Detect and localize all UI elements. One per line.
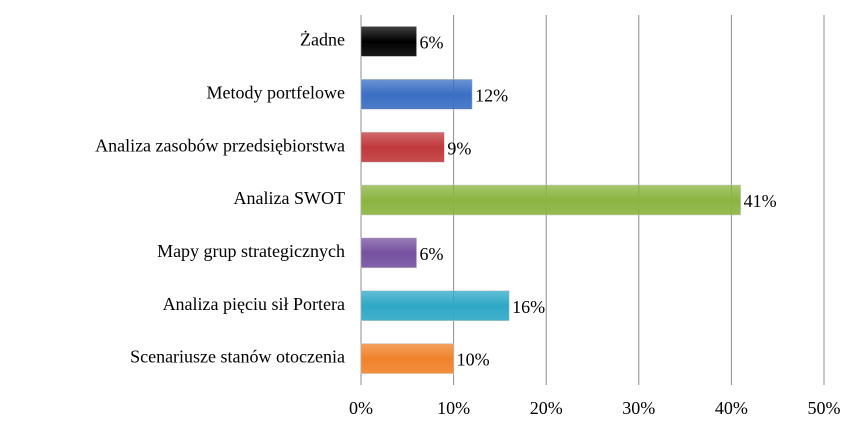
bar	[360, 26, 417, 57]
x-tick-label: 50%	[808, 398, 841, 418]
bar	[360, 131, 445, 163]
data-label: 6%	[420, 244, 444, 264]
category-label: Mapy grup strategicznych	[157, 241, 345, 261]
bar	[360, 184, 741, 216]
category-label: Scenariusze stanów otoczenia	[130, 347, 345, 367]
data-label: 10%	[457, 350, 490, 370]
bar	[360, 343, 454, 374]
data-label: 12%	[475, 85, 508, 105]
category-label: Metody portfelowe	[207, 82, 345, 102]
x-tick-label: 10%	[437, 398, 470, 418]
category-label: Analiza pięciu sił Portera	[163, 294, 345, 314]
category-label: Analiza zasobów przedsiębiorstwa	[95, 135, 345, 155]
category-label: Analiza SWOT	[234, 188, 345, 208]
bar	[360, 79, 473, 110]
data-label: 6%	[420, 33, 444, 53]
data-label: 9%	[447, 138, 471, 158]
x-tick-label: 30%	[622, 398, 655, 418]
x-tick-label: 20%	[530, 398, 563, 418]
data-label: 41%	[744, 191, 777, 211]
bar	[360, 290, 510, 321]
bar	[360, 237, 417, 269]
x-tick-label: 40%	[715, 398, 748, 418]
category-label: Żadne	[300, 30, 345, 50]
x-tick-label: 0%	[349, 398, 373, 418]
data-label: 16%	[512, 297, 545, 317]
